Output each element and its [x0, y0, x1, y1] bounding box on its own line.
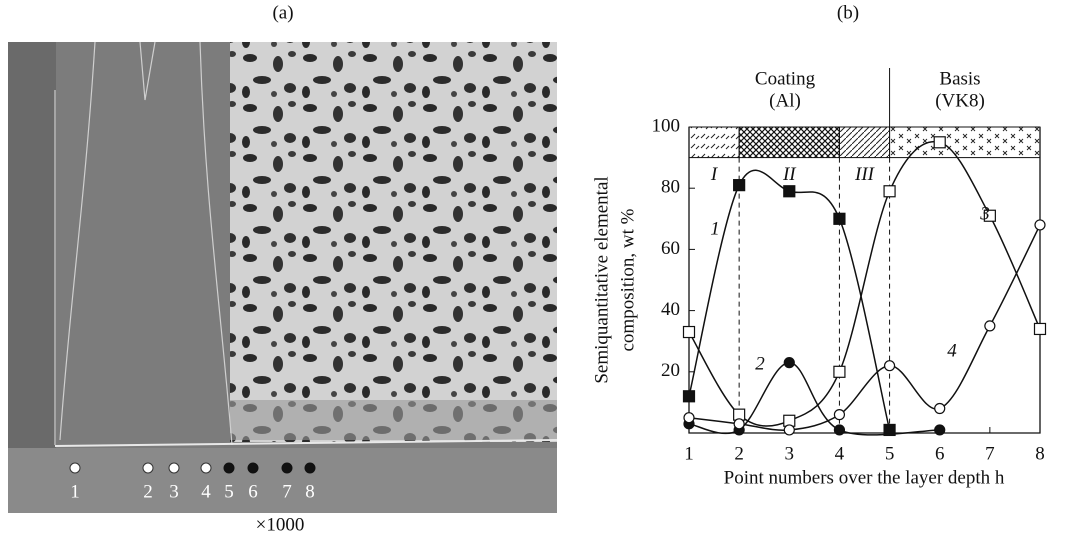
point-marker	[304, 462, 316, 474]
point-marker	[69, 462, 81, 474]
x-tick-label: 1	[684, 443, 694, 464]
x-tick-label: 6	[935, 443, 945, 464]
data-point	[934, 424, 946, 436]
data-point	[883, 360, 896, 372]
y-tick-label: 40	[661, 299, 680, 320]
profile-line	[54, 41, 233, 446]
data-point	[833, 212, 846, 225]
data-point	[682, 325, 696, 339]
x-tick-label: 2	[734, 443, 744, 464]
zone-header: Basis	[939, 68, 980, 89]
zone-label: II	[782, 164, 797, 185]
y-axis-title: Semiquantitative elemental	[591, 176, 612, 383]
x-axis-title: Point numbers over the layer depth h	[724, 467, 1005, 488]
data-point	[833, 365, 846, 378]
micrograph	[8, 41, 558, 513]
point-label: 7	[282, 481, 292, 502]
data-point	[934, 402, 946, 415]
x-tick-label: 5	[885, 443, 895, 464]
data-point	[883, 423, 896, 437]
x-tick-label: 4	[835, 443, 845, 464]
data-point	[833, 424, 846, 436]
series-label: 3	[979, 203, 990, 224]
series-label: 1	[710, 218, 720, 239]
point-label: 8	[305, 481, 315, 502]
zone-header: (Al)	[769, 90, 801, 111]
data-point	[733, 179, 746, 192]
zone-label: III	[854, 164, 876, 185]
panel-label: (a)	[272, 2, 293, 23]
series-label: 2	[755, 353, 765, 374]
y-tick-label: 100	[652, 115, 681, 136]
point-label: 4	[201, 481, 211, 502]
y-tick-label: 60	[661, 238, 680, 259]
panel-label: (b)	[837, 2, 859, 23]
point-label: 1	[70, 481, 80, 502]
zone-band	[688, 126, 740, 159]
scan-line	[54, 439, 558, 447]
zone-band	[738, 126, 840, 159]
series-label: 4	[947, 340, 957, 361]
micrograph-edge	[8, 42, 56, 513]
data-point	[1034, 219, 1046, 231]
point-marker	[168, 462, 180, 474]
data-point	[833, 409, 846, 421]
point-marker	[247, 462, 259, 474]
data-point	[733, 418, 745, 430]
point-label: 2	[143, 481, 153, 502]
data-point	[983, 209, 996, 222]
x-tick-label: 7	[985, 443, 995, 464]
data-point	[933, 136, 946, 149]
y-tick-label: 20	[661, 360, 680, 381]
zone-header: (VK8)	[935, 90, 985, 111]
zone-band	[838, 126, 891, 159]
micrograph-basis	[230, 42, 557, 442]
point-marker	[281, 462, 293, 474]
point-marker	[200, 462, 212, 474]
point-marker	[223, 462, 235, 474]
point-label: 3	[169, 481, 179, 502]
y-tick-label: 80	[661, 177, 680, 198]
y-axis-title: composition, wt %	[617, 208, 638, 351]
data-point	[984, 320, 996, 332]
x-tick-label: 3	[785, 443, 795, 464]
data-point	[883, 185, 896, 198]
axis-frame	[688, 127, 1041, 434]
data-point	[783, 424, 795, 436]
micrograph-layer	[230, 400, 557, 440]
data-point	[682, 390, 696, 403]
zone-label: I	[710, 164, 719, 185]
zone-header: Coating	[755, 68, 816, 89]
data-point	[683, 412, 695, 424]
point-label: 5	[224, 481, 234, 502]
data-point	[783, 185, 796, 198]
micrograph-bottom	[8, 448, 557, 513]
zone-band	[889, 126, 1041, 159]
point-marker	[142, 462, 154, 474]
data-point	[783, 357, 795, 369]
magnification: ×1000	[256, 514, 305, 535]
x-tick-label: 8	[1035, 443, 1045, 464]
point-label: 6	[248, 481, 258, 502]
data-point	[1033, 322, 1047, 336]
